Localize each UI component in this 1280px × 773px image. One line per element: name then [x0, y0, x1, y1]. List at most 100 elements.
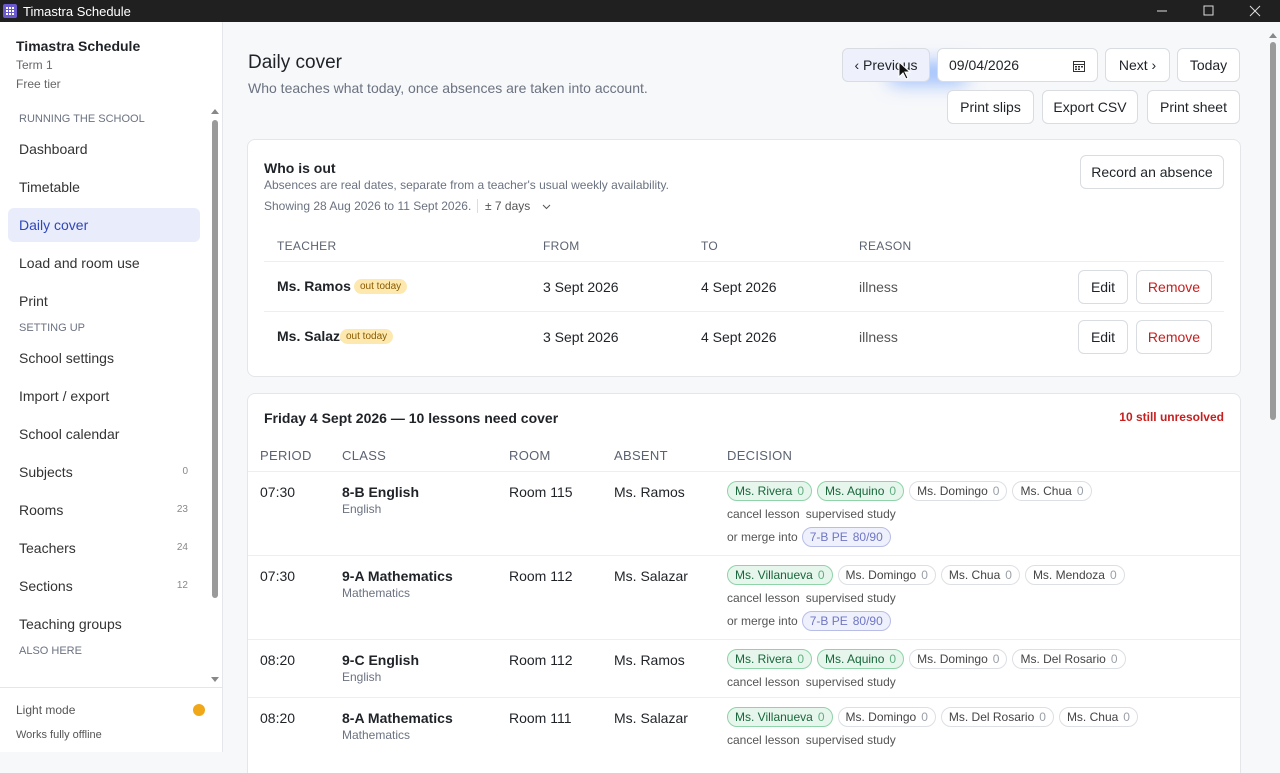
absences-description: Absences are real dates, separate from a…: [264, 178, 669, 192]
candidate-chip[interactable]: Ms. Domingo 0: [909, 481, 1008, 501]
absence-to: 4 Sept 2026: [701, 329, 777, 345]
candidate-chip[interactable]: Ms. Mendoza 0: [1024, 565, 1125, 585]
nav-item[interactable]: Subjects 0: [8, 455, 200, 489]
candidate-load: 0: [1076, 484, 1084, 498]
candidate-name: Ms. Rivera: [735, 652, 793, 666]
record-absence-button[interactable]: Record an absence: [1080, 155, 1224, 189]
main-scrollbar: [1267, 22, 1279, 752]
decision: Ms. Villanueva 0 Ms. Domingo 0 Ms. Chua 0 Ms. …: [727, 565, 1130, 631]
nav-item[interactable]: Load and room use: [8, 246, 200, 280]
candidate-name: Ms. Chua: [1066, 710, 1119, 724]
decision-option[interactable]: supervised study: [805, 733, 896, 747]
today-button[interactable]: Today: [1177, 48, 1240, 82]
decision-option[interactable]: supervised study: [805, 507, 896, 521]
nav-label: Teaching groups: [19, 616, 122, 632]
header-action[interactable]: Print sheet: [1147, 90, 1240, 124]
nav-label: Subjects: [19, 464, 73, 480]
previous-button[interactable]: ‹ Previous: [842, 48, 930, 82]
class-name: 8-A Mathematics: [342, 710, 453, 726]
candidate-load: 0: [797, 484, 805, 498]
window-controls[interactable]: [1150, 0, 1280, 22]
candidate-chip[interactable]: Ms. Rivera 0: [727, 649, 813, 669]
candidate-chip[interactable]: Ms. Villanueva 0: [727, 565, 833, 585]
candidate-chip[interactable]: Ms. Aquino 0: [817, 649, 905, 669]
candidate-load: 0: [889, 484, 897, 498]
nav-count: 12: [176, 580, 188, 591]
header-action[interactable]: Export CSV: [1042, 90, 1138, 124]
out-today-badge: out today: [340, 329, 394, 344]
candidate-chip[interactable]: Ms. Domingo 0: [837, 565, 936, 585]
candidate-name: Ms. Villanueva: [735, 568, 813, 582]
candidate-name: Ms. Del Rosario: [948, 710, 1035, 724]
nav-item[interactable]: Sections 12: [8, 569, 200, 603]
nav-label: Teachers: [19, 540, 76, 556]
candidate-name: Ms. Chua: [948, 568, 1001, 582]
section-heading: RUNNING THE SCHOOL: [19, 113, 145, 125]
absence-reason: illness: [859, 279, 898, 295]
merge-chip[interactable]: 7-B PE 80/90: [801, 527, 891, 547]
nav-item[interactable]: Teaching groups: [8, 607, 200, 641]
subject: Mathematics: [342, 586, 411, 600]
candidate-chip[interactable]: Ms. Del Rosario 0: [940, 707, 1054, 727]
candidate-name: Ms. Mendoza: [1032, 568, 1105, 582]
nav-item[interactable]: Dashboard: [8, 132, 200, 166]
mode-toggle[interactable]: [193, 704, 205, 716]
decision-option[interactable]: cancel lesson: [727, 675, 800, 689]
nav-item[interactable]: Rooms 23: [8, 493, 200, 527]
subject: Mathematics: [342, 728, 411, 742]
decision: Ms. Rivera 0 Ms. Aquino 0 Ms. Domingo 0 Ms. Ch…: [727, 481, 1097, 547]
edit-button[interactable]: Edit: [1078, 320, 1128, 354]
nav-item[interactable]: School settings: [8, 341, 200, 375]
header-action[interactable]: Print slips: [947, 90, 1034, 124]
decision-option[interactable]: supervised study: [805, 591, 896, 605]
options: cancel lesson supervised study: [727, 673, 1131, 693]
range-select[interactable]: ± 7 days: [485, 199, 551, 213]
column-header: TO: [701, 239, 719, 253]
absent-teacher: Ms. Ramos: [614, 484, 685, 500]
cover-row: 07:30 9-A Mathematics Mathematics Room 112 M…: [248, 555, 1240, 639]
candidate-load: 0: [817, 568, 825, 582]
sidebar-scrollbar: [210, 106, 220, 686]
edit-button[interactable]: Edit: [1078, 270, 1128, 304]
class-name: 9-A Mathematics: [342, 568, 453, 584]
nav-item[interactable]: Timetable: [8, 170, 200, 204]
absence-row: Ms. Salazar out today 3 Sept 2026 4 Sept 20…: [264, 312, 1224, 362]
nav-label: Timetable: [19, 179, 80, 195]
candidate-chip[interactable]: Ms. Chua 0: [1058, 707, 1138, 727]
nav-label: Rooms: [19, 502, 64, 518]
nav-item[interactable]: Daily cover: [8, 208, 200, 242]
unresolved-count: 10 still unresolved: [1119, 410, 1224, 424]
candidate-name: Ms. Chua: [1020, 484, 1072, 498]
nav-item[interactable]: Import / export: [8, 379, 200, 413]
column-header: ABSENT: [614, 448, 668, 463]
cover-title: Friday 4 Sept 2026 — 10 lessons need cov…: [264, 410, 559, 426]
page-subtitle: Who teaches what today, once absences ar…: [248, 80, 648, 96]
candidate-chip[interactable]: Ms. Del Rosario 0: [1012, 649, 1126, 669]
candidate-chip[interactable]: Ms. Chua 0: [940, 565, 1020, 585]
candidate-chip[interactable]: Ms. Domingo 0: [837, 707, 936, 727]
main: Daily cover Who teaches what today, once …: [223, 22, 1280, 773]
decision-option[interactable]: supervised study: [805, 675, 896, 689]
subject: English: [342, 502, 382, 516]
merge-chip[interactable]: 7-B PE 80/90: [801, 611, 891, 631]
nav-item[interactable]: School calendar: [8, 417, 200, 451]
nav-item[interactable]: Teachers 24: [8, 531, 200, 565]
remove-button[interactable]: Remove: [1136, 270, 1212, 304]
next-button[interactable]: Next ›: [1105, 48, 1170, 82]
range-value: ± 7 days: [485, 199, 531, 213]
nav-item[interactable]: Print: [8, 284, 200, 318]
candidate-load: 0: [1110, 652, 1118, 666]
date-input[interactable]: 09/04/2026: [937, 48, 1098, 82]
decision-option[interactable]: cancel lesson: [727, 507, 800, 521]
candidate-chip[interactable]: Ms. Chua 0: [1012, 481, 1092, 501]
candidate-chip[interactable]: Ms. Aquino 0: [817, 481, 905, 501]
decision-option[interactable]: cancel lesson: [727, 733, 800, 747]
candidate-chip[interactable]: Ms. Domingo 0: [909, 649, 1008, 669]
decision-option[interactable]: cancel lesson: [727, 591, 800, 605]
candidate-chip[interactable]: Ms. Rivera 0: [727, 481, 813, 501]
remove-button[interactable]: Remove: [1136, 320, 1212, 354]
candidate-name: Ms. Aquino: [825, 484, 885, 498]
absences-showing: Showing 28 Aug 2026 to 11 Sept 2026.: [264, 199, 472, 213]
candidate-chip[interactable]: Ms. Villanueva 0: [727, 707, 833, 727]
range-chevron: [542, 199, 551, 213]
